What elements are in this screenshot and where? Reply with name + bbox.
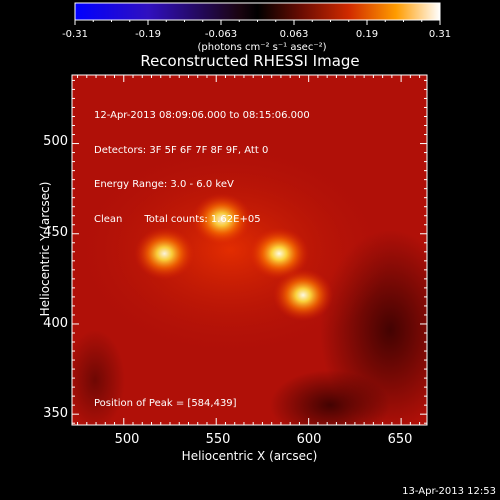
colorbar-tick-label: 0.31 <box>429 29 451 40</box>
plot-frame <box>71 74 428 426</box>
total-counts: Total counts: 1.62E+05 <box>144 213 261 225</box>
y-tick-label: 450 <box>43 225 68 240</box>
x-tick-label: 600 <box>296 432 322 447</box>
x-tick-label: 550 <box>205 432 231 447</box>
colorbar-units: (photons cm⁻² s⁻¹ asec⁻²) <box>197 42 326 53</box>
colorbar-tick-label: -0.19 <box>135 29 161 40</box>
clean-counts-row: Clean Total counts: 1.62E+05 <box>94 214 310 226</box>
colorbar-ticks <box>74 20 441 25</box>
footer-timestamp: 13-Apr-2013 12:53 <box>402 486 496 497</box>
emission-sources <box>134 193 334 322</box>
emission-source <box>134 227 195 280</box>
colorbar-tick-label: -0.063 <box>205 29 237 40</box>
colorbar-tick-label: 0.063 <box>280 29 309 40</box>
colorbar-tick-label: 0.19 <box>356 29 378 40</box>
x-tick-label: 500 <box>114 432 140 447</box>
time-range: 12-Apr-2013 08:09:06.000 to 08:15:06.000 <box>94 110 310 121</box>
detectors: Detectors: 3F 5F 6F 7F 8F 9F, Att 0 <box>94 144 269 156</box>
emission-source <box>249 227 310 280</box>
y-tick-label: 350 <box>43 406 68 421</box>
colorbar-tick-label: -0.31 <box>62 29 88 40</box>
x-axis-label: Heliocentric X (arcsec) <box>181 449 318 463</box>
dark-region <box>72 330 125 425</box>
peak-position: Position of Peak = [584,439] <box>94 398 237 409</box>
emission-source <box>273 269 334 322</box>
colorbar: -0.31 -0.19 -0.063 0.063 0.19 0.31 (phot… <box>62 2 451 53</box>
annotation-block: 12-Apr-2013 08:09:06.000 to 08:15:06.000… <box>94 87 310 237</box>
y-tick-label: 500 <box>43 134 68 149</box>
x-tick-label: 650 <box>387 432 413 447</box>
dark-region <box>270 370 390 425</box>
method: Clean <box>94 213 123 225</box>
energy-range: Energy Range: 3.0 - 6.0 keV <box>94 179 234 190</box>
y-axis-label: Heliocentric Y (arcsec) <box>38 181 52 317</box>
emission-source <box>191 193 252 246</box>
plot-title: Reconstructed RHESSI Image <box>140 52 360 70</box>
axis-ticks <box>72 75 427 425</box>
y-tick-label: 400 <box>43 316 68 331</box>
